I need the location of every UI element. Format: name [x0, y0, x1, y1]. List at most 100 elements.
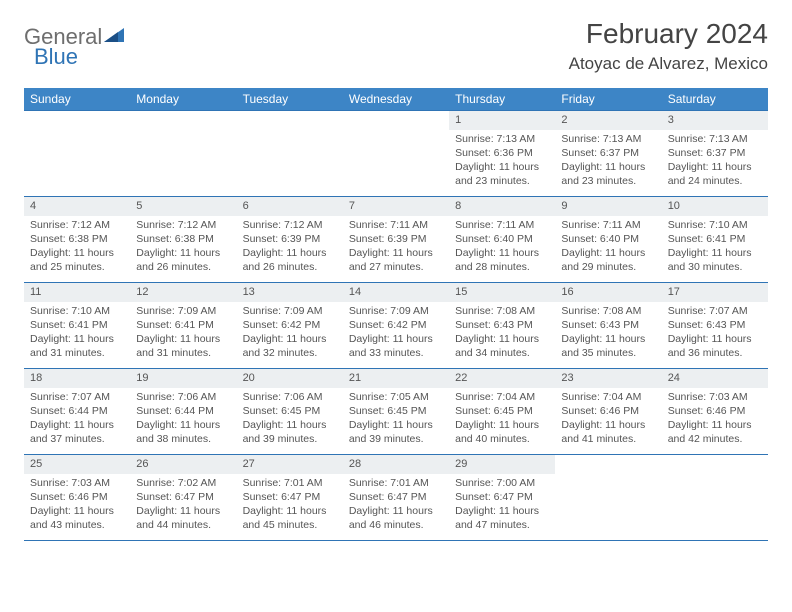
day-body: Sunrise: 7:13 AMSunset: 6:37 PMDaylight:…	[555, 130, 661, 193]
day-body: Sunrise: 7:01 AMSunset: 6:47 PMDaylight:…	[343, 474, 449, 537]
daylight-line: Daylight: 11 hours and 35 minutes.	[561, 332, 655, 360]
sunrise-line: Sunrise: 7:09 AM	[243, 304, 337, 318]
day-body: Sunrise: 7:05 AMSunset: 6:45 PMDaylight:…	[343, 388, 449, 451]
day-number: 19	[130, 369, 236, 388]
day-cell	[662, 455, 768, 541]
day-cell	[343, 111, 449, 197]
sunset-line: Sunset: 6:37 PM	[668, 146, 762, 160]
sunrise-line: Sunrise: 7:11 AM	[349, 218, 443, 232]
day-body: Sunrise: 7:02 AMSunset: 6:47 PMDaylight:…	[130, 474, 236, 537]
daylight-line: Daylight: 11 hours and 25 minutes.	[30, 246, 124, 274]
day-number: 8	[449, 197, 555, 216]
day-number: 11	[24, 283, 130, 302]
sunrise-line: Sunrise: 7:13 AM	[668, 132, 762, 146]
day-cell: 28Sunrise: 7:01 AMSunset: 6:47 PMDayligh…	[343, 455, 449, 541]
day-number: 24	[662, 369, 768, 388]
day-body: Sunrise: 7:09 AMSunset: 6:42 PMDaylight:…	[237, 302, 343, 365]
sunrise-line: Sunrise: 7:04 AM	[455, 390, 549, 404]
day-body: Sunrise: 7:11 AMSunset: 6:39 PMDaylight:…	[343, 216, 449, 279]
sunset-line: Sunset: 6:47 PM	[349, 490, 443, 504]
day-cell: 1Sunrise: 7:13 AMSunset: 6:36 PMDaylight…	[449, 111, 555, 197]
sunrise-line: Sunrise: 7:03 AM	[668, 390, 762, 404]
daylight-line: Daylight: 11 hours and 39 minutes.	[243, 418, 337, 446]
day-body: Sunrise: 7:12 AMSunset: 6:38 PMDaylight:…	[24, 216, 130, 279]
day-cell: 12Sunrise: 7:09 AMSunset: 6:41 PMDayligh…	[130, 283, 236, 369]
daylight-line: Daylight: 11 hours and 26 minutes.	[136, 246, 230, 274]
logo-text-blue: Blue	[34, 44, 78, 69]
sunset-line: Sunset: 6:42 PM	[349, 318, 443, 332]
sunset-line: Sunset: 6:40 PM	[455, 232, 549, 246]
day-body: Sunrise: 7:08 AMSunset: 6:43 PMDaylight:…	[449, 302, 555, 365]
day-number: 3	[662, 111, 768, 130]
day-cell: 3Sunrise: 7:13 AMSunset: 6:37 PMDaylight…	[662, 111, 768, 197]
day-cell	[24, 111, 130, 197]
daylight-line: Daylight: 11 hours and 39 minutes.	[349, 418, 443, 446]
sunset-line: Sunset: 6:45 PM	[349, 404, 443, 418]
sunset-line: Sunset: 6:37 PM	[561, 146, 655, 160]
daylight-line: Daylight: 11 hours and 27 minutes.	[349, 246, 443, 274]
day-number: 6	[237, 197, 343, 216]
sunset-line: Sunset: 6:45 PM	[455, 404, 549, 418]
day-body: Sunrise: 7:10 AMSunset: 6:41 PMDaylight:…	[24, 302, 130, 365]
day-number: 22	[449, 369, 555, 388]
day-cell	[130, 111, 236, 197]
daylight-line: Daylight: 11 hours and 23 minutes.	[455, 160, 549, 188]
sunrise-line: Sunrise: 7:11 AM	[561, 218, 655, 232]
day-number: 2	[555, 111, 661, 130]
day-cell: 20Sunrise: 7:06 AMSunset: 6:45 PMDayligh…	[237, 369, 343, 455]
sunset-line: Sunset: 6:46 PM	[561, 404, 655, 418]
sunset-line: Sunset: 6:44 PM	[136, 404, 230, 418]
logo-triangle-icon	[104, 26, 126, 49]
sunset-line: Sunset: 6:46 PM	[668, 404, 762, 418]
day-body: Sunrise: 7:11 AMSunset: 6:40 PMDaylight:…	[449, 216, 555, 279]
day-number: 25	[24, 455, 130, 474]
day-body: Sunrise: 7:01 AMSunset: 6:47 PMDaylight:…	[237, 474, 343, 537]
sunrise-line: Sunrise: 7:08 AM	[455, 304, 549, 318]
day-number: 17	[662, 283, 768, 302]
col-saturday: Saturday	[662, 88, 768, 111]
col-sunday: Sunday	[24, 88, 130, 111]
day-number: 26	[130, 455, 236, 474]
sunset-line: Sunset: 6:43 PM	[668, 318, 762, 332]
daylight-line: Daylight: 11 hours and 29 minutes.	[561, 246, 655, 274]
day-cell: 26Sunrise: 7:02 AMSunset: 6:47 PMDayligh…	[130, 455, 236, 541]
day-cell: 23Sunrise: 7:04 AMSunset: 6:46 PMDayligh…	[555, 369, 661, 455]
sunrise-line: Sunrise: 7:04 AM	[561, 390, 655, 404]
daylight-line: Daylight: 11 hours and 36 minutes.	[668, 332, 762, 360]
day-body: Sunrise: 7:07 AMSunset: 6:44 PMDaylight:…	[24, 388, 130, 451]
day-body: Sunrise: 7:12 AMSunset: 6:39 PMDaylight:…	[237, 216, 343, 279]
sunrise-line: Sunrise: 7:01 AM	[243, 476, 337, 490]
daylight-line: Daylight: 11 hours and 44 minutes.	[136, 504, 230, 532]
day-cell: 17Sunrise: 7:07 AMSunset: 6:43 PMDayligh…	[662, 283, 768, 369]
col-thursday: Thursday	[449, 88, 555, 111]
day-cell: 7Sunrise: 7:11 AMSunset: 6:39 PMDaylight…	[343, 197, 449, 283]
sunset-line: Sunset: 6:41 PM	[668, 232, 762, 246]
sunset-line: Sunset: 6:45 PM	[243, 404, 337, 418]
day-cell: 9Sunrise: 7:11 AMSunset: 6:40 PMDaylight…	[555, 197, 661, 283]
day-number: 4	[24, 197, 130, 216]
day-body: Sunrise: 7:13 AMSunset: 6:36 PMDaylight:…	[449, 130, 555, 193]
sunset-line: Sunset: 6:38 PM	[136, 232, 230, 246]
day-number: 7	[343, 197, 449, 216]
daylight-line: Daylight: 11 hours and 32 minutes.	[243, 332, 337, 360]
day-body: Sunrise: 7:10 AMSunset: 6:41 PMDaylight:…	[662, 216, 768, 279]
day-number: 18	[24, 369, 130, 388]
day-number: 13	[237, 283, 343, 302]
day-number: 28	[343, 455, 449, 474]
day-cell: 18Sunrise: 7:07 AMSunset: 6:44 PMDayligh…	[24, 369, 130, 455]
day-cell: 13Sunrise: 7:09 AMSunset: 6:42 PMDayligh…	[237, 283, 343, 369]
sunrise-line: Sunrise: 7:10 AM	[668, 218, 762, 232]
day-number: 14	[343, 283, 449, 302]
daylight-line: Daylight: 11 hours and 45 minutes.	[243, 504, 337, 532]
day-body: Sunrise: 7:04 AMSunset: 6:46 PMDaylight:…	[555, 388, 661, 451]
daylight-line: Daylight: 11 hours and 30 minutes.	[668, 246, 762, 274]
sunset-line: Sunset: 6:41 PM	[136, 318, 230, 332]
day-body: Sunrise: 7:12 AMSunset: 6:38 PMDaylight:…	[130, 216, 236, 279]
sunrise-line: Sunrise: 7:08 AM	[561, 304, 655, 318]
sunset-line: Sunset: 6:43 PM	[561, 318, 655, 332]
sunset-line: Sunset: 6:44 PM	[30, 404, 124, 418]
day-cell: 21Sunrise: 7:05 AMSunset: 6:45 PMDayligh…	[343, 369, 449, 455]
day-cell: 22Sunrise: 7:04 AMSunset: 6:45 PMDayligh…	[449, 369, 555, 455]
sunset-line: Sunset: 6:41 PM	[30, 318, 124, 332]
day-body: Sunrise: 7:04 AMSunset: 6:45 PMDaylight:…	[449, 388, 555, 451]
